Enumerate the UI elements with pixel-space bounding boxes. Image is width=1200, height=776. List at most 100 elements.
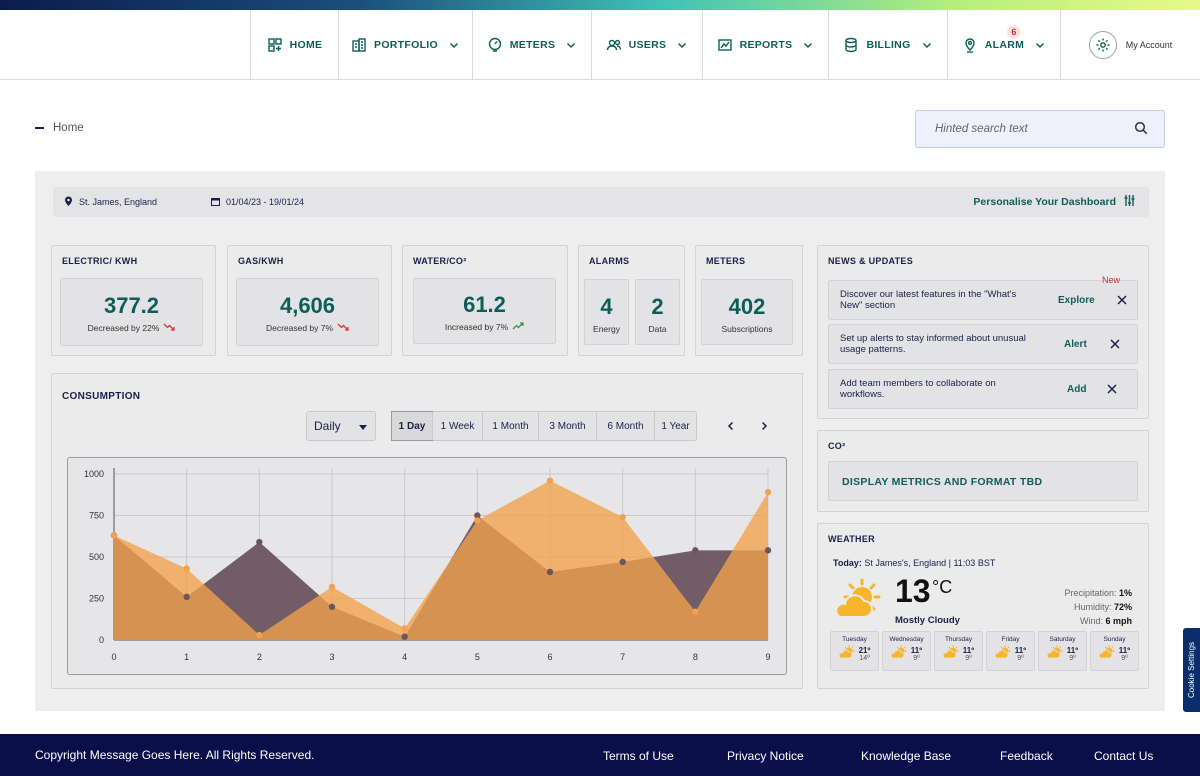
tab-1-year[interactable]: 1 Year bbox=[654, 412, 696, 440]
series-point-0 bbox=[546, 477, 554, 484]
alarms-energy[interactable]: 4 Energy bbox=[584, 279, 629, 345]
nav-meters-label: METERS bbox=[509, 39, 556, 51]
weather-card: WEATHER Today: St James's, England | 11:… bbox=[817, 523, 1149, 689]
x-tick-label: 5 bbox=[475, 652, 480, 662]
new-badge: New bbox=[1102, 275, 1121, 285]
close-icon[interactable] bbox=[1108, 337, 1122, 351]
y-tick-label: 750 bbox=[89, 511, 104, 521]
nav-portfolio-label: PORTFOLIO bbox=[374, 39, 438, 51]
search-icon[interactable] bbox=[1134, 121, 1148, 138]
x-tick-label: 7 bbox=[620, 652, 625, 662]
gas-card: GAS/KWH 4,606 Decreased by 7% bbox=[227, 245, 392, 356]
terms-link[interactable]: Terms of Use bbox=[603, 749, 674, 763]
cookie-settings-button[interactable]: Cookie Settings bbox=[1183, 628, 1200, 712]
search-input[interactable]: Hinted search text bbox=[915, 110, 1165, 148]
electric-card: ELECTRIC/ KWH 377.2 Decreased by 22% bbox=[51, 245, 216, 356]
forecast-high: 11º bbox=[910, 645, 923, 655]
explore-button[interactable]: Explore bbox=[1058, 295, 1095, 306]
weather-temp: 13 bbox=[895, 573, 931, 609]
forecast-day-name: Saturday bbox=[1049, 636, 1076, 643]
series-point-0 bbox=[692, 608, 699, 615]
series-point-1 bbox=[474, 512, 481, 519]
precip-label: Precipitation: bbox=[1064, 588, 1117, 598]
news-title: NEWS & UPDATES bbox=[828, 256, 914, 266]
forecast-low: 9º bbox=[965, 654, 972, 662]
news-text: Set up alerts to stay informed about unu… bbox=[840, 333, 1026, 355]
sun-cloud-icon bbox=[1098, 645, 1116, 664]
news-item-add: Add team members to collaborate on workf… bbox=[828, 369, 1138, 409]
tab-3-month[interactable]: 3 Month bbox=[538, 412, 596, 440]
news-item-alert: Set up alerts to stay informed about unu… bbox=[828, 324, 1138, 364]
electric-inner: 377.2 Decreased by 22% bbox=[60, 278, 203, 346]
nav-home[interactable]: HOME bbox=[250, 10, 338, 80]
consumption-title: CONSUMPTION bbox=[62, 391, 141, 402]
x-tick-label: 1 bbox=[184, 652, 189, 662]
series-point-0 bbox=[764, 489, 772, 496]
brand-gradient-bar bbox=[0, 0, 1200, 10]
meters-value: 402 bbox=[728, 294, 766, 319]
gear-icon bbox=[1088, 31, 1117, 59]
series-point-0 bbox=[183, 565, 190, 572]
news-text: Add team members to collaborate on workf… bbox=[840, 378, 996, 400]
humidity-value: 72% bbox=[1113, 602, 1132, 612]
tab-1-week[interactable]: 1 Week bbox=[432, 412, 482, 440]
nav-billing-label: BILLING bbox=[866, 39, 911, 51]
water-value: 61.2 bbox=[463, 292, 506, 317]
sun-cloud-icon bbox=[890, 645, 908, 664]
database-icon bbox=[843, 37, 859, 53]
nav-portfolio[interactable]: PORTFOLIO bbox=[338, 10, 472, 80]
nav-users[interactable]: USERS bbox=[591, 10, 702, 80]
period-select[interactable]: Daily bbox=[306, 411, 376, 441]
series-point-0 bbox=[256, 631, 263, 639]
tab-1-month[interactable]: 1 Month bbox=[482, 412, 538, 440]
forecast-day: Friday 11º 9º bbox=[986, 631, 1035, 671]
tab-6-month[interactable]: 6 Month bbox=[596, 412, 654, 440]
chevron-down-icon bbox=[1034, 39, 1046, 51]
weather-today: Today: St James's, England | 11:03 BST bbox=[833, 558, 995, 568]
alert-button[interactable]: Alert bbox=[1064, 339, 1087, 350]
location-filter[interactable]: St. James, England bbox=[64, 196, 157, 208]
chevron-left-icon[interactable] bbox=[725, 419, 737, 437]
personalise-dashboard-button[interactable]: Personalise Your Dashboard bbox=[973, 194, 1136, 210]
dashboard-icon bbox=[267, 37, 283, 53]
co2-card: CO² DISPLAY METRICS AND FORMAT TBD bbox=[817, 430, 1149, 512]
meters-inner: 402 Subscriptions bbox=[701, 279, 793, 345]
close-icon[interactable] bbox=[1105, 382, 1119, 396]
alarms-title: ALARMS bbox=[589, 256, 630, 266]
alarms-data-value: 2 bbox=[651, 294, 664, 319]
nav-my-account[interactable]: My Account bbox=[1060, 10, 1200, 80]
alarms-data[interactable]: 2 Data bbox=[635, 279, 680, 345]
tab-1-day[interactable]: 1 Day bbox=[391, 411, 433, 441]
close-icon[interactable] bbox=[1115, 293, 1129, 307]
chart-icon bbox=[717, 37, 733, 53]
nav-alarm[interactable]: ALARM 6 bbox=[947, 10, 1060, 80]
forecast-high: 21º bbox=[858, 645, 871, 655]
users-icon bbox=[606, 37, 622, 53]
privacy-link[interactable]: Privacy Notice bbox=[727, 749, 804, 763]
water-change: Increased by 7% bbox=[444, 322, 509, 332]
breadcrumb-home[interactable]: Home bbox=[53, 122, 84, 134]
series-point-1 bbox=[328, 603, 336, 610]
nav-reports[interactable]: REPORTS bbox=[702, 10, 828, 80]
chevron-down-icon bbox=[448, 39, 460, 51]
location-label: St. James, England bbox=[79, 197, 158, 207]
alarms-card: ALARMS 4 Energy 2 Data bbox=[578, 245, 685, 356]
add-button[interactable]: Add bbox=[1067, 384, 1087, 395]
nav-meters[interactable]: METERS bbox=[472, 10, 591, 80]
sun-cloud-icon bbox=[832, 577, 886, 628]
date-range-filter[interactable]: 01/04/23 - 19/01/24 bbox=[211, 197, 304, 208]
forecast-high: 11º bbox=[1066, 645, 1079, 655]
forecast-day-name: Thursday bbox=[944, 636, 973, 643]
contact-link[interactable]: Contact Us bbox=[1094, 749, 1154, 763]
forecast-high: 11º bbox=[962, 645, 975, 655]
y-tick-label: 0 bbox=[99, 635, 104, 645]
chevron-down-icon bbox=[565, 39, 577, 51]
feedback-link[interactable]: Feedback bbox=[1000, 749, 1053, 763]
nav-billing[interactable]: BILLING bbox=[828, 10, 947, 80]
series-point-0 bbox=[401, 625, 408, 632]
forecast-day: Sunday 11º 9º bbox=[1090, 631, 1139, 671]
knowledge-base-link[interactable]: Knowledge Base bbox=[861, 749, 952, 763]
alarm-count-badge: 6 bbox=[1007, 25, 1021, 39]
series-point-1 bbox=[546, 568, 554, 576]
chevron-right-icon[interactable] bbox=[758, 419, 770, 437]
